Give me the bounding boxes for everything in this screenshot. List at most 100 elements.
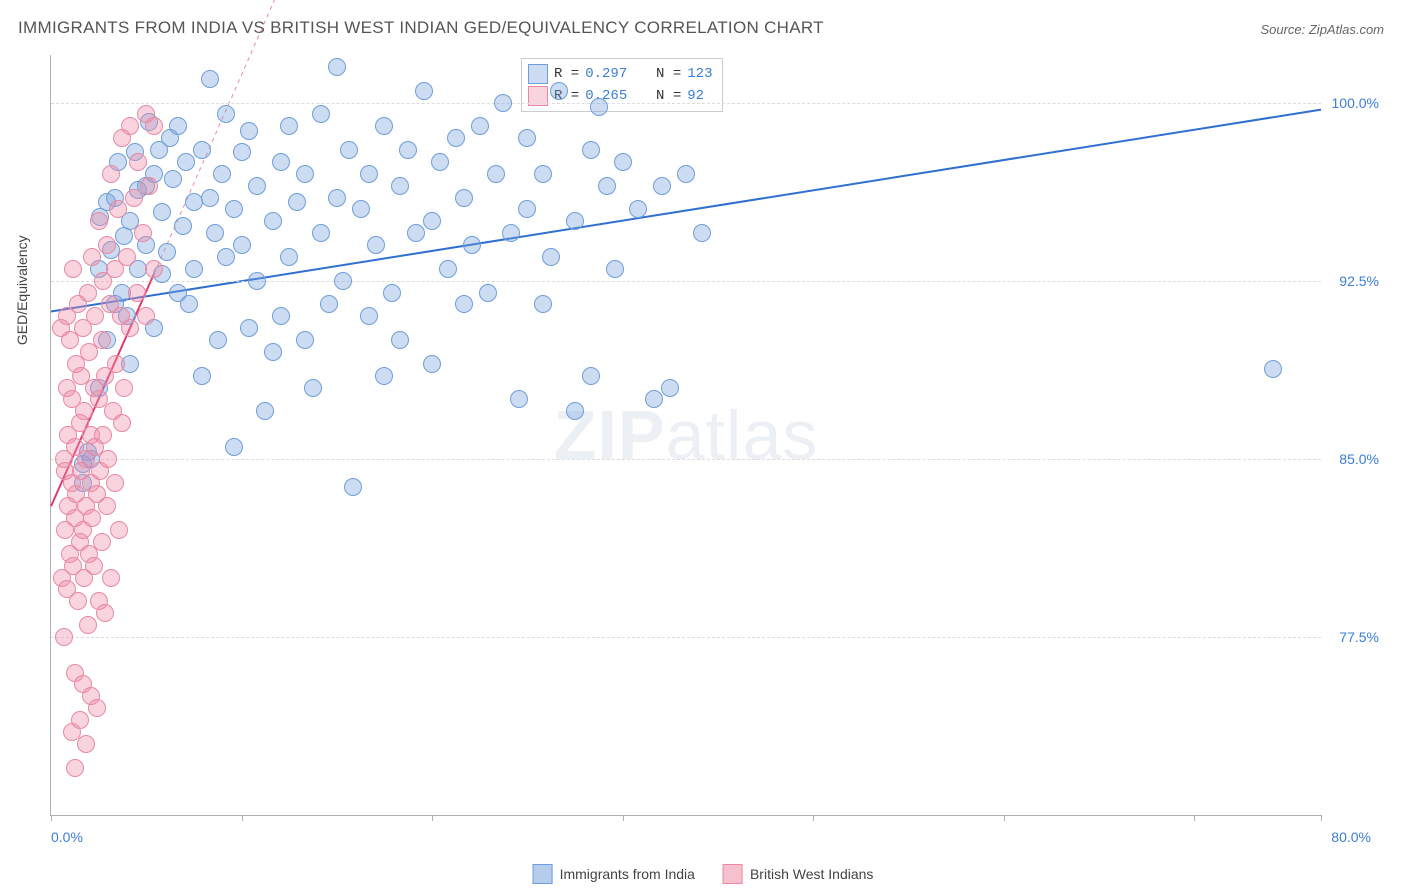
data-point [99,450,117,468]
data-point [79,616,97,634]
data-point [206,224,224,242]
data-point [367,236,385,254]
data-point [177,153,195,171]
data-point [510,390,528,408]
data-point [98,497,116,515]
data-point [534,295,552,313]
data-point [518,129,536,147]
data-point [328,189,346,207]
x-tick [813,815,814,821]
data-point [653,177,671,195]
data-point [264,343,282,361]
data-point [320,295,338,313]
chart-title: IMMIGRANTS FROM INDIA VS BRITISH WEST IN… [18,18,824,38]
data-point [272,153,290,171]
data-point [606,260,624,278]
data-point [344,478,362,496]
data-point [128,284,146,302]
x-tick [1004,815,1005,821]
data-point [272,307,290,325]
data-point [201,189,219,207]
data-point [312,105,330,123]
data-point [102,165,120,183]
data-point [201,70,219,88]
data-point [407,224,425,242]
legend-swatch [723,864,743,884]
stats-value: 92 [687,85,704,107]
data-point [85,557,103,575]
legend-label: Immigrants from India [560,866,695,882]
data-point [534,165,552,183]
stats-key: N = [656,85,681,107]
legend-label: British West Indians [750,866,873,882]
x-tick [1321,815,1322,821]
data-point [137,307,155,325]
data-point [217,248,235,266]
data-point [248,177,266,195]
data-point [233,236,251,254]
gridline [51,637,1321,638]
x-tick [51,815,52,821]
data-point [415,82,433,100]
data-point [225,200,243,218]
data-point [121,117,139,135]
data-point [118,248,136,266]
data-point [383,284,401,302]
data-point [677,165,695,183]
data-point [71,711,89,729]
data-point [193,367,211,385]
data-point [304,379,322,397]
data-point [455,295,473,313]
data-point [98,236,116,254]
x-tick [1194,815,1195,821]
data-point [110,521,128,539]
data-point [471,117,489,135]
y-tick-label: 77.5% [1323,629,1379,645]
legend-swatch [533,864,553,884]
data-point [69,592,87,610]
data-point [312,224,330,242]
x-tick [432,815,433,821]
data-point [479,284,497,302]
data-point [164,170,182,188]
data-point [487,165,505,183]
stats-value: 123 [687,63,712,85]
data-point [439,260,457,278]
data-point [590,98,608,116]
data-point [296,165,314,183]
legend-swatch [528,64,548,84]
data-point [360,307,378,325]
data-point [352,200,370,218]
data-point [693,224,711,242]
data-point [423,355,441,373]
data-point [614,153,632,171]
data-point [153,203,171,221]
data-point [145,117,163,135]
data-point [217,105,235,123]
data-point [209,331,227,349]
data-point [113,414,131,432]
data-point [174,217,192,235]
data-point [455,189,473,207]
data-point [102,569,120,587]
data-point [93,331,111,349]
data-point [582,367,600,385]
data-point [542,248,560,266]
data-point [64,260,82,278]
data-point [158,243,176,261]
data-point [134,224,152,242]
data-point [661,379,679,397]
data-point [240,319,258,337]
legend-item: Immigrants from India [533,864,695,884]
x-tick-label-right: 80.0% [1331,829,1371,845]
data-point [582,141,600,159]
gridline [51,281,1321,282]
chart-area: ZIPatlas R = 0.297 N = 123 R = 0.265 N =… [50,55,1380,815]
legend-item: British West Indians [723,864,873,884]
data-point [360,165,378,183]
data-point [447,129,465,147]
data-point [375,367,393,385]
data-point [225,438,243,456]
data-point [169,117,187,135]
data-point [296,331,314,349]
